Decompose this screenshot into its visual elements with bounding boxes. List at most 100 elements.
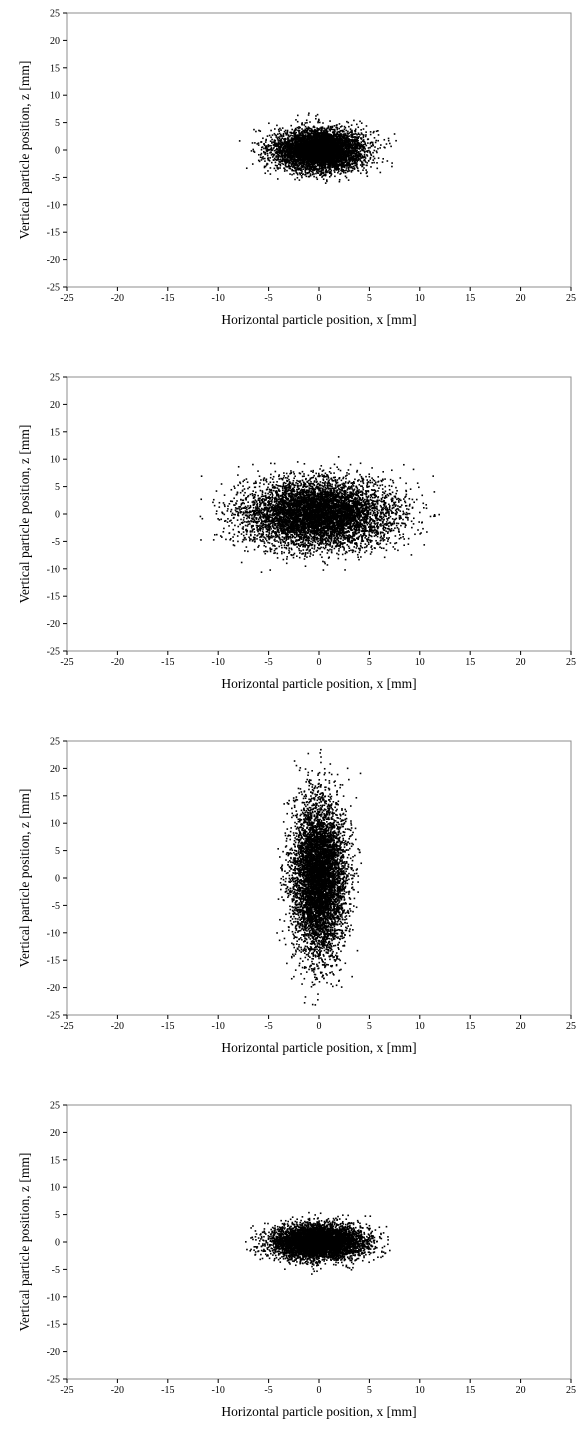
scatter-point (268, 122, 270, 124)
scatter-point (364, 154, 366, 156)
scatter-point (374, 146, 376, 148)
scatter-point (343, 156, 345, 158)
scatter-point (295, 132, 297, 134)
scatter-point (296, 168, 298, 170)
scatter-point (350, 135, 352, 137)
scatter-point (359, 145, 361, 147)
scatter-point (376, 150, 378, 152)
scatter-point (287, 131, 289, 133)
scatter-point (276, 125, 278, 127)
scatter-point (266, 145, 268, 147)
scatter-point (377, 140, 379, 142)
scatter-point (277, 138, 279, 140)
scatter-point (338, 170, 340, 172)
scatter-point (271, 162, 273, 164)
scatter-point (274, 158, 276, 160)
scatter-point (299, 130, 301, 132)
scatter-point (367, 150, 369, 152)
scatter-point (365, 157, 367, 159)
scatter-point (239, 140, 241, 142)
scatter-point (263, 148, 265, 150)
scatter-point (266, 149, 268, 151)
scatter-point (283, 133, 285, 135)
scatter-point (297, 177, 299, 179)
scatter-point (350, 128, 352, 130)
scatter-point (327, 131, 329, 133)
scatter-point (301, 171, 303, 173)
y-tick-label: 0 (55, 146, 60, 157)
scatter-point (360, 164, 362, 166)
scatter-point (340, 173, 342, 175)
scatter-point (308, 112, 310, 114)
scatter-point (325, 182, 327, 184)
scatter-point (288, 164, 290, 166)
scatter-point (264, 160, 266, 162)
scatter-point (346, 132, 348, 134)
scatter-point (343, 172, 345, 174)
scatter-point (388, 138, 390, 140)
scatter-point (287, 137, 289, 139)
scatter-point (265, 147, 267, 149)
scatter-point (297, 141, 299, 143)
y-tick-label: -15 (47, 228, 60, 239)
scatter-point (261, 149, 263, 151)
scatter-point (371, 162, 373, 164)
scatter-point (305, 173, 307, 175)
scatter-point (346, 159, 348, 161)
scatter-point (279, 136, 281, 138)
scatter-point (280, 165, 282, 167)
scatter-point (275, 151, 277, 153)
scatter-point (376, 162, 378, 164)
scatter-point (278, 163, 280, 165)
scatter-point (339, 179, 341, 181)
scatter-point (353, 120, 355, 122)
x-tick-label: 15 (465, 293, 475, 304)
scatter-point (365, 136, 367, 138)
scatter-point (285, 166, 287, 168)
scatter-point (297, 174, 299, 176)
scatter-point (262, 137, 264, 139)
scatter-point (310, 173, 312, 175)
scatter-point (370, 131, 372, 133)
scatter-point (335, 135, 337, 137)
scatter-point (391, 166, 393, 168)
scatter-point (291, 129, 293, 131)
scatter-point (267, 170, 269, 172)
scatter-point (289, 173, 291, 175)
scatter-point (370, 153, 372, 155)
scatter-point (330, 170, 332, 172)
scatter-point (356, 134, 358, 136)
scatter-point (363, 128, 365, 130)
scatter-point (267, 135, 269, 137)
scatter-point (346, 138, 348, 140)
scatter-point (271, 154, 273, 156)
scatter-point (264, 172, 266, 174)
scatter-point (344, 170, 346, 172)
scatter-point (373, 162, 375, 164)
scatter-point (305, 132, 307, 134)
scatter-point (298, 168, 300, 170)
scatter-point (277, 139, 279, 141)
scatter-point (315, 115, 317, 117)
scatter-point (310, 162, 312, 164)
scatter-point (270, 152, 272, 154)
scatter-point (379, 147, 381, 149)
scatter-point (266, 163, 268, 165)
scatter-point (277, 157, 279, 159)
scatter-point (329, 129, 331, 131)
scatter-point (278, 152, 280, 154)
scatter-point (356, 161, 358, 163)
scatter-point (355, 128, 357, 130)
scatter-point (359, 121, 361, 123)
x-tick-label: -25 (60, 293, 73, 304)
scatter-point (318, 135, 320, 137)
scatter-point (352, 168, 354, 170)
scatter-point (288, 163, 290, 165)
scatter-point (281, 160, 283, 162)
scatter-point (259, 161, 261, 163)
scatter-point (321, 142, 323, 144)
scatter-point (325, 175, 327, 177)
scatter-point (316, 177, 318, 179)
scatter-point (351, 167, 353, 169)
scatter-point (284, 170, 286, 172)
